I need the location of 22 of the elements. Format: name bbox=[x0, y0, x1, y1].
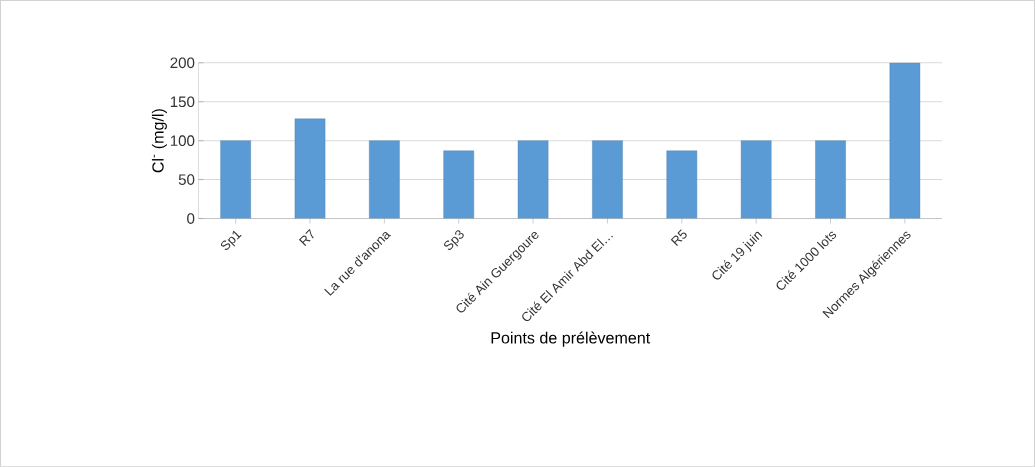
bar bbox=[592, 140, 623, 219]
bar bbox=[220, 140, 251, 219]
y-tick-label: 0 bbox=[187, 213, 195, 224]
x-axis-title: Points de prélèvement bbox=[491, 331, 651, 347]
bar bbox=[889, 62, 921, 219]
x-tick-label: R7 bbox=[298, 228, 314, 246]
y-tick-label: 200 bbox=[170, 57, 195, 68]
bar bbox=[740, 140, 772, 219]
bar bbox=[294, 118, 326, 219]
y-tick-label: 50 bbox=[178, 174, 195, 185]
y-axis-title: Cl$^{-}$ (mg/l) bbox=[151, 109, 167, 173]
x-tick-label: Cité 19 juin bbox=[712, 231, 763, 280]
y-tick-label: 150 bbox=[170, 96, 195, 107]
bar bbox=[815, 140, 846, 219]
y-tick-label: 100 bbox=[170, 135, 195, 146]
bar bbox=[369, 140, 400, 219]
bar bbox=[666, 150, 698, 219]
x-tick-label: Sp1 bbox=[220, 230, 242, 250]
x-tick-label: R5 bbox=[670, 229, 687, 246]
x-tick-label: Sp3 bbox=[444, 230, 464, 250]
bar bbox=[443, 150, 474, 219]
bar bbox=[517, 140, 549, 219]
